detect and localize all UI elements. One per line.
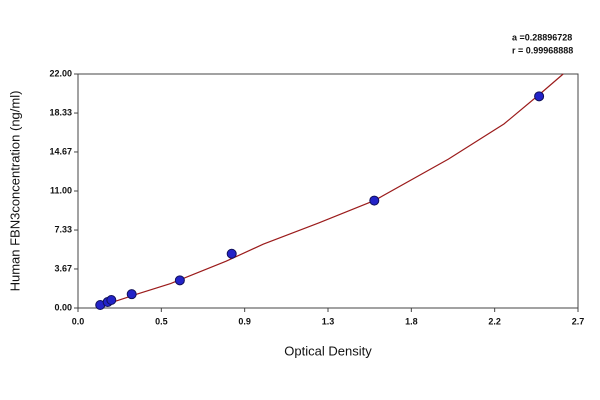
data-point [174, 275, 185, 286]
data-point [126, 289, 137, 300]
x-tick-label: 0.9 [238, 316, 251, 326]
annotation: a =0.28896728 [512, 32, 572, 42]
data-point [369, 195, 380, 206]
x-axis-label: Optical Density [284, 343, 372, 358]
x-tick-label: 0.5 [155, 316, 168, 326]
x-tick-label: 2.7 [572, 316, 585, 326]
x-tick-label: 1.3 [322, 316, 335, 326]
y-tick-label: 0.00 [54, 302, 72, 312]
y-tick-label: 18.33 [49, 107, 72, 117]
x-tick-label: 0.0 [72, 316, 85, 326]
x-tick-label: 1.8 [405, 316, 418, 326]
y-tick-label: 14.67 [49, 146, 72, 156]
annotation: r = 0.99968888 [512, 45, 573, 55]
y-tick-label: 3.67 [54, 263, 72, 273]
y-tick-label: 22.00 [49, 68, 72, 78]
data-point [226, 248, 237, 259]
data-point [106, 295, 117, 306]
y-tick-label: 11.00 [50, 185, 72, 195]
plot-frame [77, 73, 579, 309]
y-axis-label: Human FBN3concentration (ng/ml) [7, 91, 22, 292]
data-point [534, 91, 545, 102]
x-tick-label: 2.2 [488, 316, 501, 326]
fit-curve [96, 73, 564, 309]
y-tick-label: 7.33 [54, 224, 72, 234]
